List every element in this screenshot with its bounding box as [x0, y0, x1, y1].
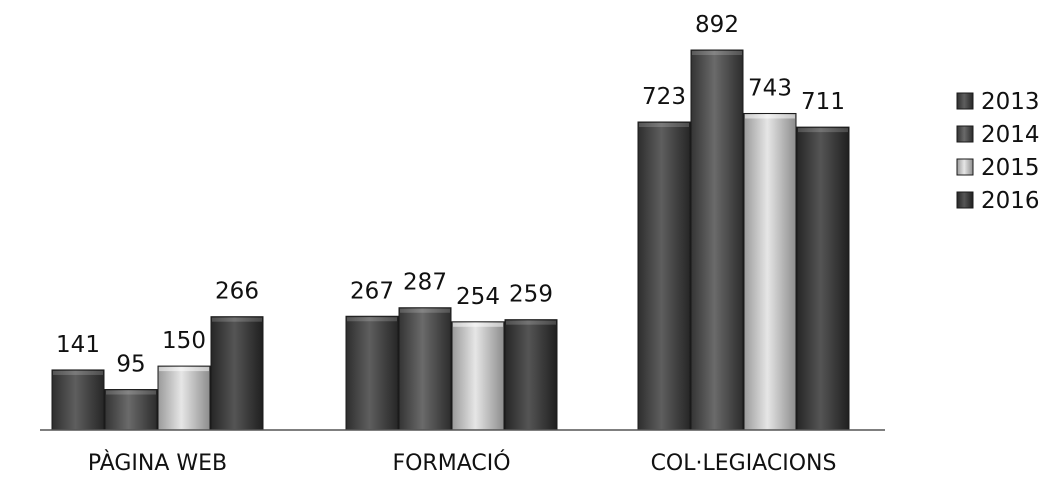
bar-2013-2 [637, 121, 691, 431]
category-label: PÀGINA WEB [88, 450, 227, 476]
value-label: 723 [642, 84, 686, 110]
legend-label: 2016 [981, 188, 1040, 214]
value-label: 267 [350, 278, 394, 304]
bar-bevel [53, 370, 103, 375]
category-label: COL·LEGIACIONS [651, 451, 837, 476]
bar-2013-1 [345, 315, 399, 431]
value-label: 892 [695, 12, 739, 38]
legend: 2013 2014 2015 2016 [956, 89, 1040, 214]
legend-label: 2015 [981, 155, 1040, 181]
value-labels-layer: 141 95 150 266 267 287 254 259 723 892 743 711 [56, 12, 845, 378]
value-label: 254 [456, 284, 500, 310]
category-label: FORMACIÓ [392, 450, 510, 476]
bar-bevel [400, 308, 450, 313]
bar-2014-0 [104, 389, 158, 431]
legend-swatch [956, 125, 974, 143]
bars-layer [51, 49, 850, 431]
value-label: 711 [801, 89, 845, 115]
legend-label: 2013 [981, 89, 1040, 115]
bar-2015-1 [451, 321, 505, 431]
bar-2015-2 [743, 112, 797, 431]
bar-bevel [347, 317, 397, 322]
value-label: 141 [56, 332, 100, 358]
bar-2016-1 [504, 319, 558, 431]
legend-swatch [956, 158, 974, 176]
value-label: 266 [215, 279, 259, 305]
value-label: 287 [403, 270, 447, 296]
bar-2015-0 [157, 365, 211, 431]
bar-2016-2 [796, 126, 850, 431]
bar-bevel [692, 51, 742, 56]
legend-swatch [956, 92, 974, 110]
bar-2016-0 [210, 316, 264, 431]
bar-bevel [453, 322, 503, 327]
value-label: 150 [162, 328, 206, 354]
bar-bevel [106, 390, 156, 395]
value-label: 743 [748, 75, 792, 101]
bar-bevel [159, 367, 209, 372]
bar-bevel [506, 320, 556, 325]
value-label: 259 [509, 282, 553, 308]
bar-2014-1 [398, 307, 452, 431]
bar-2014-2 [690, 49, 744, 431]
bar-bevel [639, 123, 689, 128]
bar-2013-0 [51, 369, 105, 431]
bar-bevel [798, 128, 848, 133]
value-label: 95 [116, 352, 145, 378]
bar-bevel [745, 114, 795, 119]
category-labels-layer: PÀGINA WEB FORMACIÓ COL·LEGIACIONS [88, 450, 837, 476]
legend-label: 2014 [981, 122, 1040, 148]
legend-swatch [956, 191, 974, 209]
bar-bevel [212, 317, 262, 322]
